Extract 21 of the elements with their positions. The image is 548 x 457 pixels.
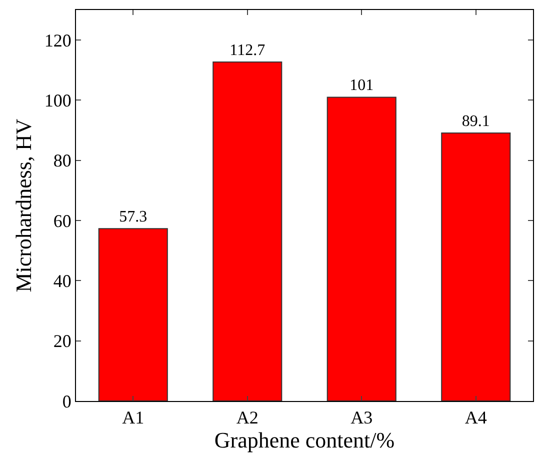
data-label: 89.1 <box>462 113 490 130</box>
y-tick-label: 40 <box>53 270 72 291</box>
y-tick-label: 120 <box>44 30 72 50</box>
y-tick-label: 20 <box>53 331 72 352</box>
data-label: 57.3 <box>119 208 148 226</box>
y-tick-label: 60 <box>53 210 72 231</box>
y-axis-title: Microhardness, HV <box>11 118 36 292</box>
bar <box>212 62 282 401</box>
y-tick-label: 100 <box>44 90 72 111</box>
x-tick-label: A2 <box>236 408 258 428</box>
bar <box>326 96 396 401</box>
data-label: 112.7 <box>230 42 266 60</box>
x-tick-label: A3 <box>350 408 373 428</box>
data-label: 101 <box>350 77 374 94</box>
y-tick-label: 80 <box>53 150 72 171</box>
y-tick-label: 0 <box>62 391 72 412</box>
bar <box>441 132 511 401</box>
x-tick-label: A1 <box>122 408 144 428</box>
x-tick-label: A4 <box>464 408 487 428</box>
x-axis-title: Graphene content/% <box>214 428 395 453</box>
bar <box>98 228 168 401</box>
